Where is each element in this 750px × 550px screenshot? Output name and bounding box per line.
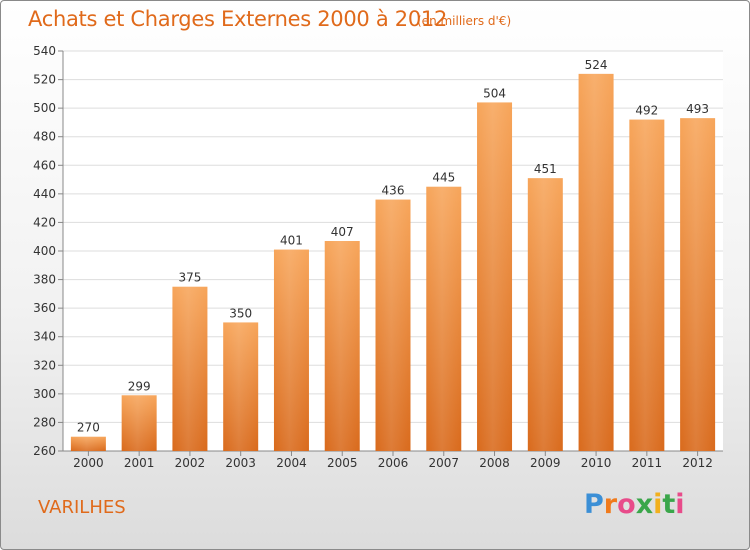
x-tick-label: 2004 — [276, 456, 307, 470]
value-label: 350 — [229, 306, 252, 320]
y-tick-label: 320 — [33, 358, 56, 372]
proxiti-logo: Proxiti — [584, 489, 685, 520]
y-tick-label: 500 — [33, 101, 56, 115]
y-tick-label: 300 — [33, 387, 56, 401]
x-tick-label: 2001 — [124, 456, 155, 470]
y-tick-label: 460 — [33, 158, 56, 172]
bar-shine — [680, 118, 716, 452]
bar-shine — [223, 322, 259, 451]
y-tick-label: 440 — [33, 187, 56, 201]
x-axis-ticks: 2000 2001 2002 2003 2004 2005 2006 2007 2008 2009… — [73, 451, 713, 470]
location-label: VARILHES — [38, 497, 126, 518]
x-tick-label: 2009 — [530, 456, 561, 470]
y-tick-label: 280 — [33, 415, 56, 429]
value-label: 493 — [686, 102, 709, 116]
value-label: 492 — [635, 104, 658, 118]
y-tick-label: 480 — [33, 130, 56, 144]
value-label: 436 — [382, 184, 405, 198]
y-tick-label: 540 — [33, 44, 56, 58]
x-tick-label: 2011 — [632, 456, 663, 470]
x-tick-label: 2010 — [581, 456, 612, 470]
value-labels: 270 299 375 350 401 407 436 445 504 451 524 492 493 — [77, 58, 709, 435]
bar-shine — [426, 186, 462, 451]
bar-shine — [172, 286, 208, 451]
bars — [70, 73, 716, 452]
chart-title: Achats et Charges Externes 2000 à 2012 — [28, 7, 448, 31]
value-label: 270 — [77, 421, 100, 435]
y-tick-label: 400 — [33, 244, 56, 258]
y-tick-label: 520 — [33, 73, 56, 87]
bar-shine — [578, 73, 614, 451]
value-label: 407 — [331, 225, 354, 239]
bar-shine — [527, 178, 563, 451]
y-tick-label: 380 — [33, 273, 56, 287]
y-tick-label: 340 — [33, 330, 56, 344]
value-label: 299 — [128, 379, 151, 393]
value-label: 401 — [280, 234, 303, 248]
x-tick-label: 2000 — [73, 456, 104, 470]
y-tick-label: 360 — [33, 301, 56, 315]
x-tick-label: 2012 — [682, 456, 713, 470]
chart-subtitle: (en milliers d'€) — [417, 14, 512, 28]
value-label: 445 — [432, 171, 455, 185]
x-tick-label: 2008 — [479, 456, 510, 470]
x-tick-label: 2003 — [225, 456, 256, 470]
value-label: 524 — [585, 58, 608, 72]
value-label: 375 — [178, 271, 201, 285]
y-tick-label: 420 — [33, 215, 56, 229]
x-tick-label: 2007 — [428, 456, 459, 470]
x-tick-label: 2005 — [327, 456, 358, 470]
x-tick-label: 2002 — [175, 456, 206, 470]
value-label: 451 — [534, 162, 557, 176]
bar-shine — [273, 249, 309, 451]
bar-shine — [477, 102, 513, 451]
bar-shine — [70, 436, 106, 451]
bar-shine — [324, 241, 360, 451]
bar-shine — [629, 119, 665, 452]
y-tick-label: 260 — [33, 444, 56, 458]
x-tick-label: 2006 — [378, 456, 409, 470]
bar-shine — [121, 395, 157, 451]
bar-shine — [375, 199, 411, 451]
value-label: 504 — [483, 86, 506, 100]
